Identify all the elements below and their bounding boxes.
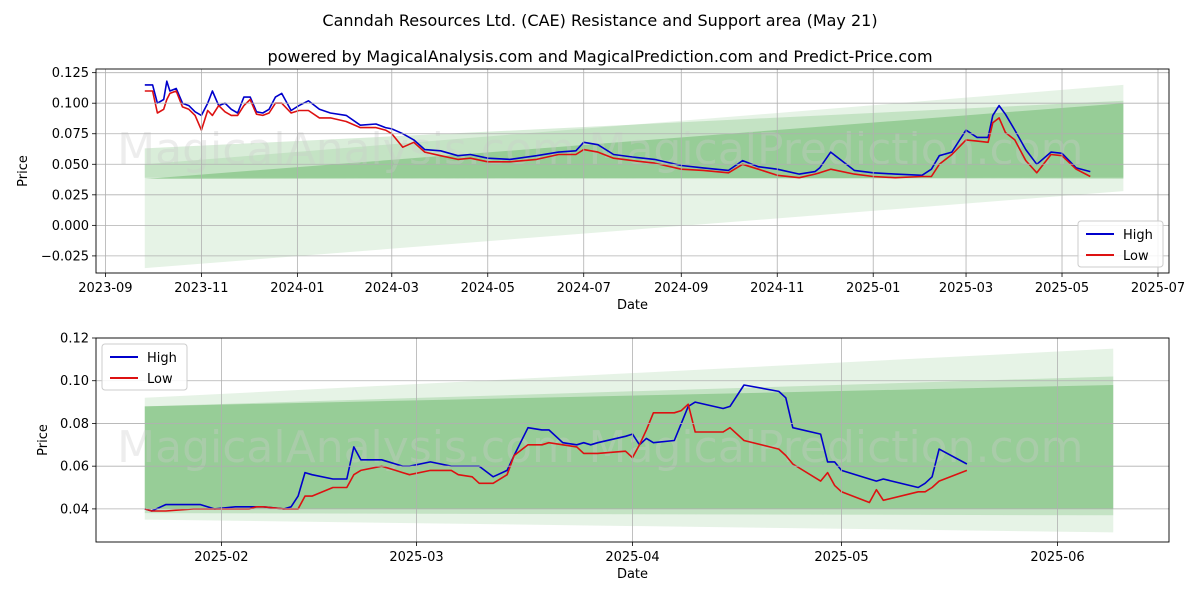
y-tick-label: 0.06 <box>60 460 89 475</box>
x-tick-label: 2025-04 <box>605 550 659 565</box>
x-tick-label: 2024-07 <box>557 281 611 296</box>
series-line-high <box>144 80 1091 177</box>
legend-label-low: Low <box>1123 249 1149 264</box>
x-axis-label: Date <box>617 567 648 582</box>
y-axis-label: Price <box>36 424 51 456</box>
chart-subtitle: powered by MagicalAnalysis.com and Magic… <box>267 47 932 66</box>
legend-label-high: High <box>147 351 177 366</box>
x-tick-label: 2025-01 <box>846 281 900 296</box>
x-tick-label: 2025-03 <box>389 550 443 565</box>
x-tick-label: 2024-01 <box>270 281 324 296</box>
x-tick-label: 2024-03 <box>365 281 419 296</box>
y-tick-label: 0.125 <box>52 66 89 81</box>
series-line-low <box>144 90 1091 179</box>
series-line-high <box>144 384 968 512</box>
x-tick-label: 2024-09 <box>654 281 708 296</box>
y-tick-label: 0.04 <box>60 502 89 517</box>
support-resistance-band <box>144 100 1124 179</box>
support-resistance-band <box>144 84 1124 269</box>
support-resistance-band <box>144 384 1114 509</box>
x-tick-label: 2023-11 <box>174 281 228 296</box>
x-axis-label: Date <box>617 298 648 313</box>
watermark-text: MagicalAnalysis.com <box>117 422 575 473</box>
legend-label-low: Low <box>147 372 173 387</box>
axes-frame <box>95 68 1170 274</box>
x-tick-label: 2023-09 <box>78 281 132 296</box>
support-resistance-band <box>144 376 1114 516</box>
x-tick-label: 2025-07 <box>1131 281 1185 296</box>
x-tick-label: 2025-05 <box>1035 281 1089 296</box>
y-tick-label: 0.050 <box>52 158 89 173</box>
x-tick-label: 2024-11 <box>750 281 804 296</box>
legend: High Low <box>101 343 188 391</box>
legend-label-high: High <box>1123 228 1153 243</box>
y-tick-label: 0.10 <box>60 374 89 389</box>
x-tick-label: 2025-03 <box>939 281 993 296</box>
axes-frame <box>95 337 1170 543</box>
x-tick-label: 2025-05 <box>814 550 868 565</box>
y-tick-label: −0.025 <box>41 249 89 264</box>
y-tick-label: 0.100 <box>52 97 89 112</box>
watermark-text: MagicalPrediction.com <box>589 422 1084 473</box>
legend: High Low <box>1077 220 1164 268</box>
y-tick-label: 0.08 <box>60 417 89 432</box>
support-resistance-band <box>144 348 1114 533</box>
plot-area: MagicalAnalysis.com MagicalPrediction.com <box>117 80 1124 269</box>
y-tick-label: 0.000 <box>52 219 89 234</box>
y-tick-label: 0.075 <box>52 127 89 142</box>
y-tick-label: 0.025 <box>52 188 89 203</box>
support-resistance-band <box>144 103 1124 179</box>
top-panel: MagicalAnalysis.com MagicalPrediction.com… <box>16 66 1185 313</box>
chart-title: Canndah Resources Ltd. (CAE) Resistance … <box>322 11 877 30</box>
watermark-text: MagicalAnalysis.com <box>117 124 575 175</box>
y-axis-label: Price <box>16 155 31 187</box>
bottom-panel: MagicalAnalysis.com MagicalPrediction.com… <box>36 332 1170 582</box>
x-tick-label: 2025-02 <box>194 550 248 565</box>
y-tick-label: 0.12 <box>60 332 89 347</box>
plot-area: MagicalAnalysis.com MagicalPrediction.com <box>117 348 1114 533</box>
x-tick-label: 2025-06 <box>1030 550 1084 565</box>
watermark-text: MagicalPrediction.com <box>589 124 1084 175</box>
x-tick-label: 2024-05 <box>461 281 515 296</box>
